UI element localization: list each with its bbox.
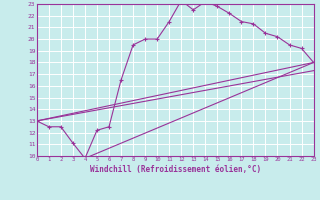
X-axis label: Windchill (Refroidissement éolien,°C): Windchill (Refroidissement éolien,°C) [90, 165, 261, 174]
